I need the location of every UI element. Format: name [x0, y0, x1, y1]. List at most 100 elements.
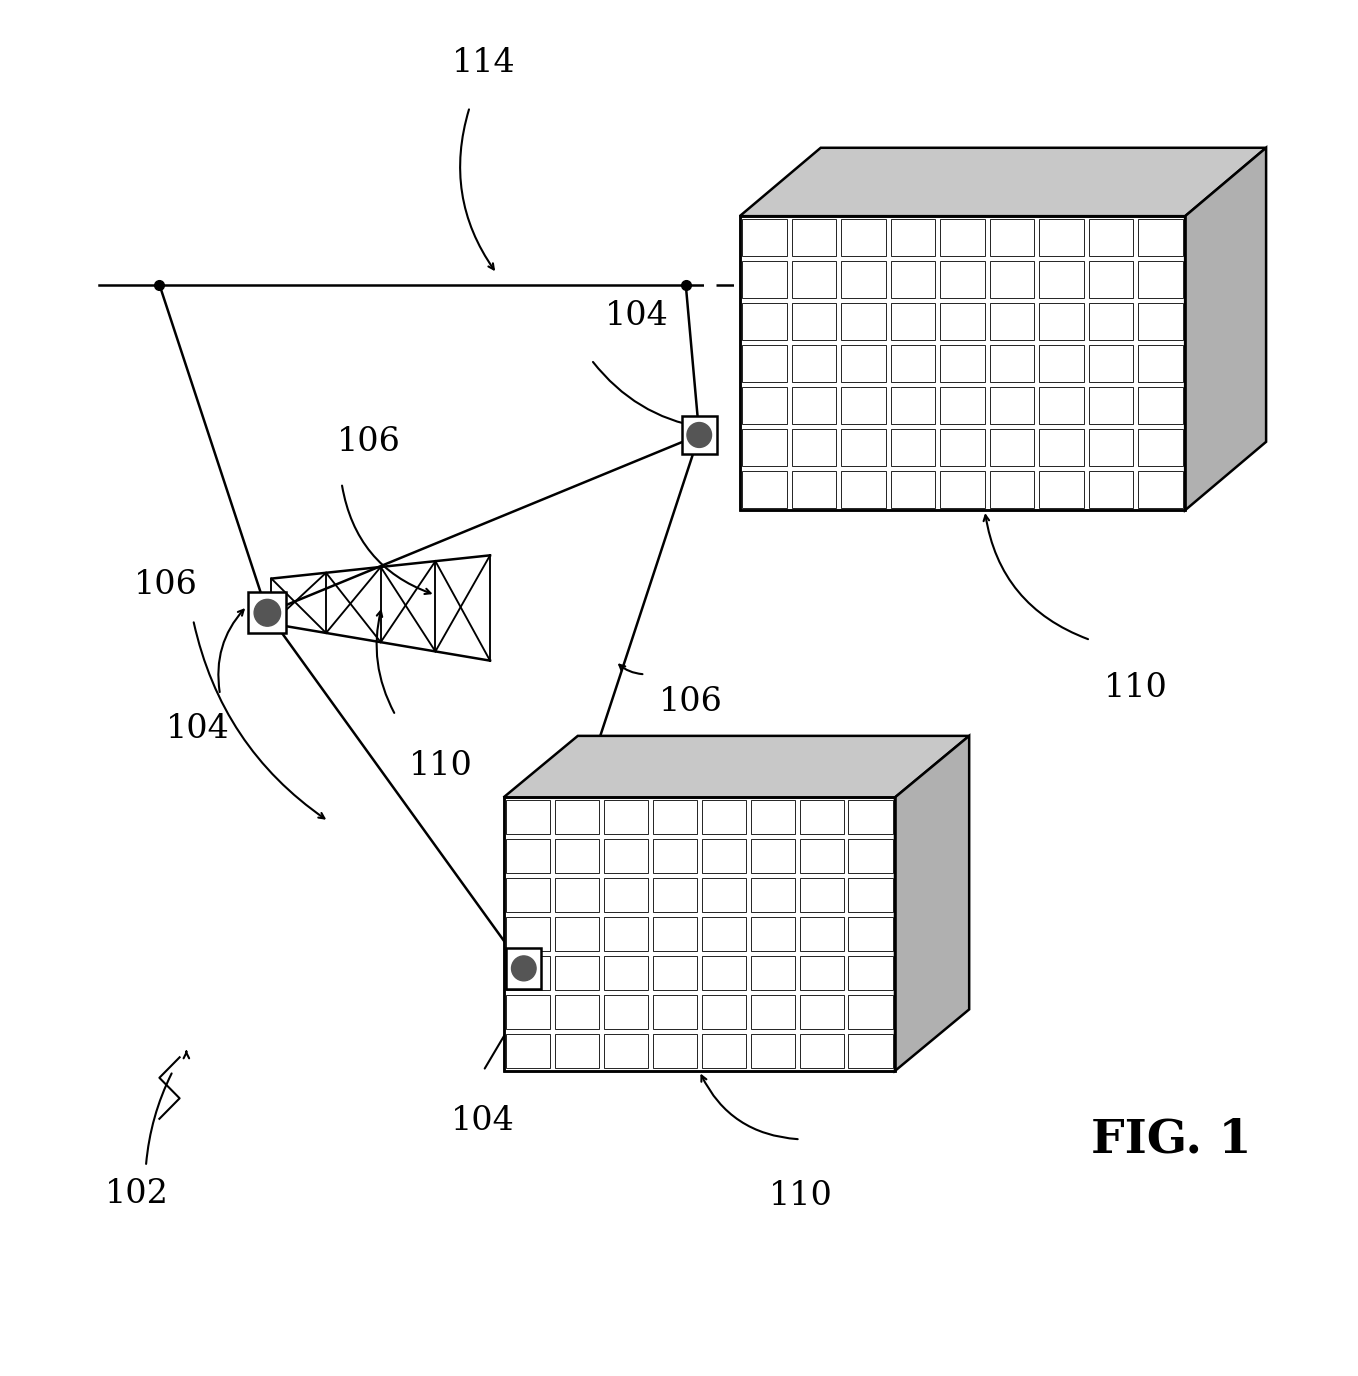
Polygon shape [504, 798, 895, 1071]
Polygon shape [940, 471, 985, 508]
Polygon shape [940, 344, 985, 381]
Polygon shape [990, 471, 1035, 508]
Polygon shape [849, 878, 892, 912]
Polygon shape [702, 878, 746, 912]
Text: 106: 106 [134, 570, 198, 601]
Polygon shape [702, 839, 746, 874]
Polygon shape [1138, 260, 1183, 297]
Polygon shape [1089, 303, 1133, 340]
Polygon shape [1089, 387, 1133, 424]
Polygon shape [507, 916, 550, 951]
Polygon shape [555, 1035, 599, 1069]
Polygon shape [849, 1035, 892, 1069]
Polygon shape [743, 219, 786, 256]
Polygon shape [507, 839, 550, 874]
Polygon shape [1039, 260, 1084, 297]
Polygon shape [841, 344, 885, 381]
Polygon shape [604, 1035, 648, 1069]
Polygon shape [841, 260, 885, 297]
Polygon shape [800, 1035, 843, 1069]
Polygon shape [702, 799, 746, 834]
Polygon shape [653, 878, 697, 912]
Polygon shape [792, 471, 837, 508]
Polygon shape [792, 303, 837, 340]
Polygon shape [891, 471, 936, 508]
Polygon shape [895, 736, 970, 1071]
Polygon shape [891, 219, 936, 256]
Polygon shape [743, 260, 786, 297]
Polygon shape [990, 219, 1035, 256]
Polygon shape [841, 387, 885, 424]
Polygon shape [555, 956, 599, 991]
Polygon shape [1039, 429, 1084, 465]
Polygon shape [841, 219, 885, 256]
Polygon shape [1039, 387, 1084, 424]
Polygon shape [800, 916, 843, 951]
Polygon shape [653, 799, 697, 834]
Polygon shape [990, 260, 1035, 297]
Polygon shape [1138, 387, 1183, 424]
Polygon shape [891, 260, 936, 297]
Polygon shape [682, 416, 717, 454]
Polygon shape [507, 1035, 550, 1069]
Polygon shape [841, 303, 885, 340]
Polygon shape [1089, 219, 1133, 256]
Polygon shape [507, 799, 550, 834]
Polygon shape [653, 956, 697, 991]
Polygon shape [555, 916, 599, 951]
Polygon shape [1138, 219, 1183, 256]
Polygon shape [702, 956, 746, 991]
Polygon shape [792, 219, 837, 256]
Polygon shape [841, 471, 885, 508]
Polygon shape [555, 839, 599, 874]
Polygon shape [990, 429, 1035, 465]
Polygon shape [940, 219, 985, 256]
Polygon shape [1186, 147, 1266, 510]
Polygon shape [604, 839, 648, 874]
Text: 102: 102 [106, 1178, 170, 1210]
Polygon shape [1089, 260, 1133, 297]
Polygon shape [751, 878, 794, 912]
Circle shape [687, 422, 712, 447]
Polygon shape [1039, 344, 1084, 381]
Polygon shape [604, 916, 648, 951]
Polygon shape [555, 878, 599, 912]
Polygon shape [792, 344, 837, 381]
Polygon shape [740, 147, 1266, 216]
Polygon shape [800, 839, 843, 874]
Polygon shape [849, 995, 892, 1029]
Text: 106: 106 [659, 685, 722, 718]
Polygon shape [604, 878, 648, 912]
Polygon shape [743, 429, 786, 465]
Polygon shape [990, 303, 1035, 340]
Polygon shape [751, 839, 794, 874]
Text: 104: 104 [166, 713, 230, 744]
Polygon shape [743, 471, 786, 508]
Polygon shape [792, 429, 837, 465]
Polygon shape [891, 303, 936, 340]
Polygon shape [604, 799, 648, 834]
Text: 104: 104 [604, 300, 668, 333]
Polygon shape [751, 1035, 794, 1069]
Polygon shape [507, 995, 550, 1029]
Text: 106: 106 [337, 425, 401, 458]
Polygon shape [800, 995, 843, 1029]
Circle shape [512, 956, 536, 981]
Polygon shape [849, 956, 892, 991]
Polygon shape [1138, 471, 1183, 508]
Polygon shape [743, 387, 786, 424]
Polygon shape [940, 387, 985, 424]
Polygon shape [990, 344, 1035, 381]
Polygon shape [702, 995, 746, 1029]
Polygon shape [751, 995, 794, 1029]
Polygon shape [653, 1035, 697, 1069]
Text: 110: 110 [409, 750, 473, 782]
Polygon shape [653, 916, 697, 951]
Polygon shape [702, 916, 746, 951]
Polygon shape [507, 956, 550, 991]
Polygon shape [891, 344, 936, 381]
Text: 104: 104 [451, 1105, 515, 1137]
Polygon shape [740, 216, 1186, 510]
Polygon shape [891, 429, 936, 465]
Polygon shape [249, 592, 287, 633]
